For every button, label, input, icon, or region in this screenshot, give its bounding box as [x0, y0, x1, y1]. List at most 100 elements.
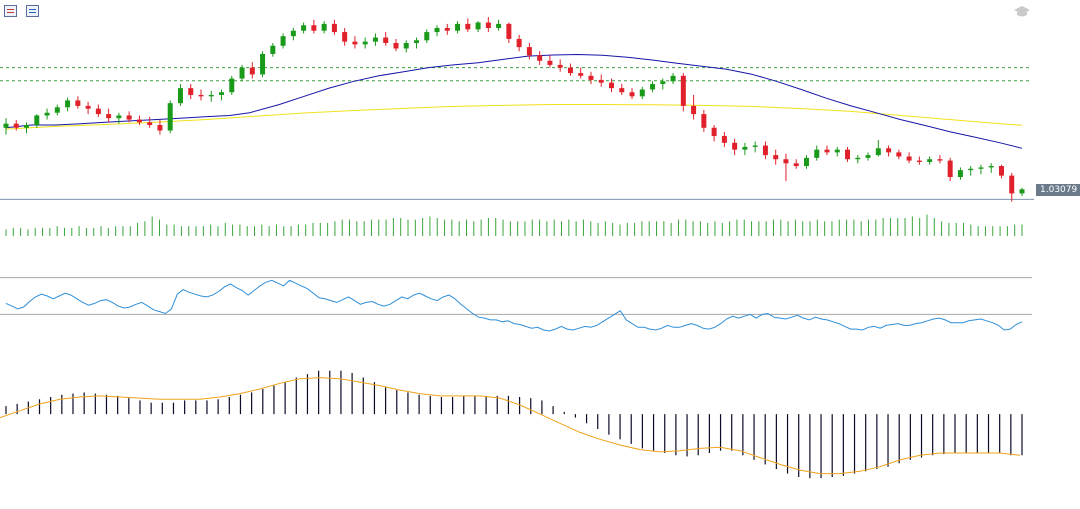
candle-body-8 [85, 105, 91, 109]
candle-body-24 [249, 67, 255, 75]
candle-body-84 [865, 155, 871, 158]
candle-body-28 [290, 30, 296, 37]
candle-body-21 [219, 92, 225, 95]
candle-body-98 [1009, 175, 1015, 194]
candle-body-71 [732, 142, 738, 150]
candle-body-48 [496, 23, 502, 28]
rsi-line [5, 279, 1023, 332]
candle-body-67 [691, 105, 697, 115]
candle-body-60 [619, 88, 625, 93]
candle-body-82 [845, 149, 851, 160]
candle-body-54 [557, 64, 563, 68]
candle-body-55 [567, 67, 573, 74]
candle-body-96 [988, 166, 994, 168]
candle-body-94 [968, 168, 974, 171]
candle-body-25 [260, 53, 266, 75]
candle-body-61 [629, 92, 635, 97]
candle-body-0 [3, 123, 9, 128]
candle-body-49 [506, 23, 512, 39]
candle-body-32 [331, 23, 337, 33]
candle-body-40 [414, 40, 420, 44]
candle-body-69 [711, 127, 717, 136]
candle-body-57 [588, 75, 594, 80]
candle-body-18 [188, 88, 194, 95]
candle-body-83 [855, 157, 861, 160]
candle-body-43 [444, 27, 450, 31]
candle-body-62 [639, 89, 645, 97]
candle-body-38 [393, 43, 399, 49]
candle-body-73 [752, 145, 758, 147]
candle-body-33 [342, 32, 348, 42]
candle-body-46 [475, 22, 481, 30]
candle-body-50 [516, 38, 522, 48]
ma-slow-line [5, 104, 1023, 130]
candle-body-53 [547, 60, 553, 65]
candle-body-1 [13, 123, 19, 128]
candle-body-65 [670, 75, 676, 82]
candle-body-76 [783, 159, 789, 164]
candle-body-88 [906, 156, 912, 161]
candle-body-89 [916, 160, 922, 162]
candle-body-91 [937, 159, 943, 161]
candle-body-7 [75, 100, 81, 106]
candle-body-44 [455, 23, 461, 31]
candle-body-99 [1019, 189, 1025, 194]
candle-body-13 [136, 119, 142, 123]
candle-body-95 [978, 167, 984, 169]
candle-body-64 [660, 81, 666, 85]
candle-body-79 [814, 149, 820, 158]
candle-body-56 [578, 73, 584, 76]
candle-body-58 [598, 79, 604, 83]
last-price-label: 1.03079 [1036, 184, 1080, 196]
candle-body-3 [34, 115, 40, 126]
candle-body-35 [362, 41, 368, 45]
candle-body-10 [106, 114, 112, 119]
candle-body-90 [927, 159, 933, 162]
candle-body-4 [44, 112, 50, 116]
candle-body-36 [372, 37, 378, 42]
candle-body-72 [742, 146, 748, 150]
candle-body-92 [947, 160, 953, 177]
candle-body-6 [65, 100, 71, 108]
candle-body-80 [824, 149, 830, 153]
candle-body-47 [485, 22, 491, 28]
candle-body-70 [721, 135, 727, 143]
candle-body-27 [280, 36, 286, 46]
candle-body-87 [896, 152, 902, 157]
candle-body-30 [311, 25, 317, 31]
candle-body-19 [198, 94, 204, 97]
candle-body-31 [321, 23, 327, 31]
candle-body-16 [167, 103, 173, 131]
candle-body-29 [301, 25, 307, 31]
candle-body-11 [116, 115, 122, 119]
candle-body-17 [177, 88, 183, 104]
candle-body-39 [403, 43, 409, 49]
candle-body-41 [424, 32, 430, 41]
candle-body-59 [608, 82, 614, 89]
candle-body-74 [762, 145, 768, 156]
candle-body-14 [147, 122, 153, 126]
candle-body-63 [650, 84, 656, 90]
candle-body-66 [680, 75, 686, 106]
candle-body-22 [229, 78, 235, 93]
graduation-cap-icon[interactable] [1013, 5, 1031, 19]
candle-body-93 [957, 170, 963, 177]
candle-body-37 [383, 37, 389, 44]
candle-body-9 [95, 108, 101, 115]
table-icon[interactable] [4, 5, 17, 17]
candle-body-52 [537, 55, 543, 61]
candle-body-85 [875, 148, 881, 156]
chart-toggle-icon[interactable] [26, 5, 39, 17]
candle-body-15 [157, 125, 163, 131]
candle-body-26 [270, 45, 276, 54]
candle-body-86 [886, 148, 892, 153]
candle-body-77 [793, 163, 799, 167]
candle-body-34 [352, 41, 358, 45]
candle-body-5 [54, 107, 60, 113]
candle-body-12 [126, 115, 132, 120]
macd-signal-line [0, 377, 1021, 475]
candle-body-75 [773, 155, 779, 160]
candle-body-81 [834, 149, 840, 153]
candle-body-45 [465, 23, 471, 30]
